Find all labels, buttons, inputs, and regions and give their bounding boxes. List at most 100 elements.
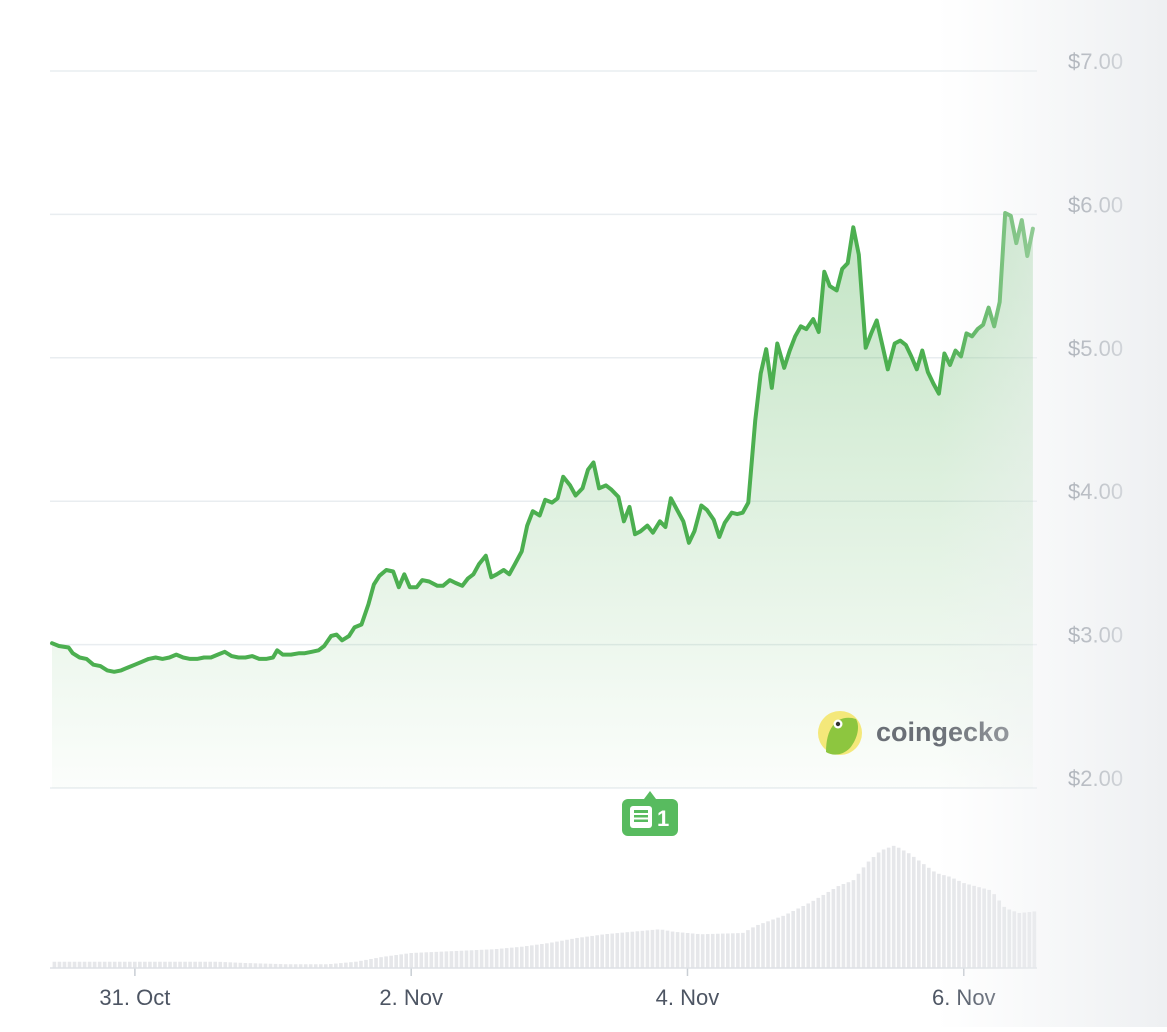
volume-bar: [52, 961, 57, 968]
volume-bar: [997, 900, 1002, 968]
volume-bar: [253, 963, 258, 968]
volume-bar: [630, 931, 635, 968]
volume-bar: [354, 961, 358, 968]
volume-bar: [329, 964, 333, 968]
volume-bar: [816, 897, 821, 968]
volume-bar: [87, 961, 92, 968]
volume-bar: [464, 950, 469, 968]
volume-bar: [690, 933, 695, 968]
volume-bar: [273, 963, 278, 968]
volume-bar: [1032, 911, 1037, 968]
volume-bar: [198, 961, 202, 968]
volume-bar: [193, 961, 197, 968]
volume-bar: [861, 867, 866, 968]
volume-bar: [479, 949, 484, 968]
volume-bar: [72, 961, 77, 968]
volume-bar: [560, 940, 564, 968]
volume-bar: [655, 929, 660, 968]
volume-bar: [384, 956, 388, 968]
volume-bar: [555, 941, 559, 968]
news-count: 1: [657, 806, 669, 831]
volume-bar: [92, 961, 97, 968]
volume-bar: [645, 930, 650, 968]
volume-bar: [851, 880, 856, 968]
volume-bar: [379, 957, 383, 968]
volume-bar: [625, 932, 630, 968]
volume-bar: [122, 961, 127, 968]
volume-bar: [248, 963, 253, 968]
volume-bar: [153, 961, 157, 968]
volume-bar: [223, 962, 228, 968]
volume-bar: [158, 961, 162, 968]
volume-bar: [1022, 912, 1027, 968]
volume-bar: [741, 932, 745, 968]
news-badge[interactable]: 1: [622, 791, 678, 836]
volume-bar: [419, 952, 424, 968]
volume-bar: [504, 948, 509, 968]
volume-bar: [821, 894, 826, 968]
volume-bar: [766, 921, 770, 968]
volume-bar: [228, 962, 233, 968]
volume-bar: [469, 950, 474, 968]
volume-bar: [163, 961, 167, 968]
volume-bar: [203, 961, 207, 968]
volume-bar: [298, 964, 303, 968]
volume-bar: [444, 951, 449, 968]
volume-bar: [911, 856, 916, 968]
volume-bar: [278, 964, 283, 968]
volume-bar: [344, 962, 348, 968]
y-axis: $7.00 $6.00 $5.00 $4.00 $3.00 $2.00: [1068, 49, 1123, 791]
volume-bar: [409, 952, 414, 968]
volume-bar: [806, 903, 811, 968]
volume-bar: [967, 884, 971, 968]
volume-bar: [715, 933, 720, 968]
y-tick-label: $5.00: [1068, 336, 1123, 361]
volume-bar: [439, 951, 444, 968]
volume-bar: [670, 931, 675, 968]
volume-bar: [987, 889, 991, 968]
volume-bar: [148, 961, 152, 968]
x-axis: 31. Oct 2. Nov 4. Nov 6. Nov: [50, 967, 1037, 1010]
volume-bar: [610, 933, 615, 968]
volume-bar: [720, 933, 725, 968]
volume-bar: [530, 945, 534, 968]
y-tick-label: $6.00: [1068, 192, 1123, 217]
volume-bar: [97, 961, 102, 968]
volume-bar: [349, 962, 353, 968]
volume-bar: [620, 932, 625, 968]
volume-bar: [404, 953, 409, 968]
gecko-logo-icon: [818, 711, 862, 755]
volume-bar: [635, 931, 640, 968]
volume-bar: [590, 935, 594, 968]
y-tick-label: $3.00: [1068, 623, 1123, 648]
volume-bar: [977, 887, 981, 968]
volume-bar: [580, 937, 584, 968]
volume-bar: [826, 891, 831, 968]
x-tick-label: 31. Oct: [99, 985, 170, 1010]
volume-bar: [856, 873, 861, 968]
volume-bar: [927, 867, 931, 968]
volume-bar: [62, 961, 67, 968]
volume-bar: [178, 961, 182, 968]
volume-bar: [424, 952, 429, 968]
volume-bar: [791, 910, 795, 968]
y-tick-label: $2.00: [1068, 766, 1123, 791]
volume-bar: [881, 849, 886, 968]
newspaper-icon: [630, 806, 652, 828]
volume-bar: [605, 934, 610, 968]
volume-bar: [570, 938, 574, 968]
volume-bar: [127, 961, 132, 968]
volume-bar: [685, 933, 690, 968]
volume-bar: [545, 943, 549, 968]
volume-bar: [168, 961, 172, 968]
volume-bar: [680, 932, 685, 968]
volume-bar: [519, 946, 524, 968]
volume-bar: [731, 933, 735, 968]
volume-bar: [650, 929, 655, 968]
volume-bar: [600, 934, 605, 968]
volume-bar: [957, 880, 961, 968]
volume-bar: [57, 961, 62, 968]
volume-bar: [489, 949, 494, 968]
volume-bar: [509, 947, 514, 968]
